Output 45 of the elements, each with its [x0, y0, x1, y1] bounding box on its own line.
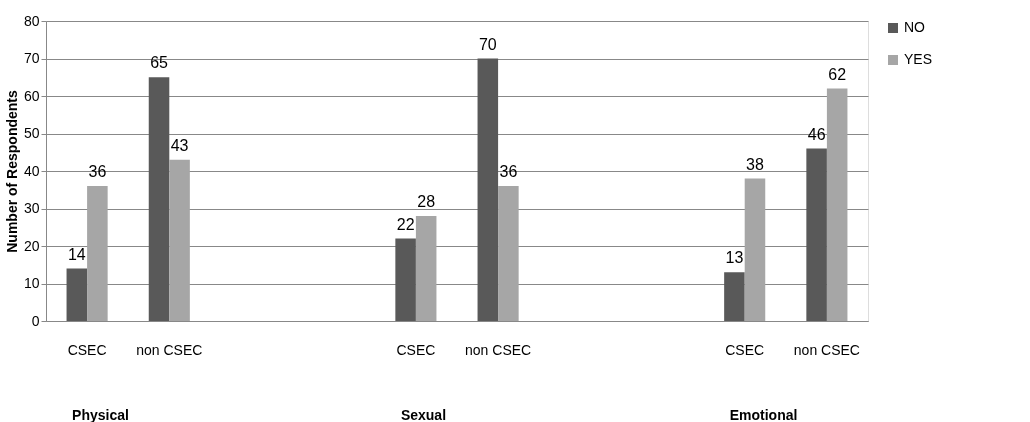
- x-tick-label: CSEC: [725, 341, 765, 358]
- data-label: 70: [478, 35, 497, 53]
- data-label: 38: [746, 155, 764, 173]
- y-tick-label: 0: [31, 312, 40, 329]
- y-tick-label: 60: [23, 87, 40, 104]
- text: Physical: [72, 407, 129, 422]
- x-tick-label: non CSEC: [465, 341, 532, 358]
- bar: [724, 272, 745, 321]
- y-axis-title: Number of Respondents: [3, 90, 20, 253]
- text: Emotional: [729, 407, 798, 422]
- data-label: 46: [807, 125, 826, 143]
- bar: [477, 58, 499, 321]
- data-label: 14: [67, 245, 86, 263]
- bar: [806, 148, 827, 321]
- legend-label: YES: [904, 51, 933, 67]
- x-tick-label: CSEC: [67, 341, 107, 358]
- data-label: 43: [170, 136, 189, 154]
- y-tick-label: 10: [23, 275, 40, 291]
- bar: [87, 186, 108, 321]
- bar: [744, 178, 766, 321]
- y-tick-label: 50: [23, 125, 40, 141]
- bar: [395, 238, 416, 321]
- y-tick-label: 70: [23, 50, 40, 66]
- y-tick-label: 30: [23, 200, 40, 216]
- y-tick-label: 20: [23, 237, 40, 254]
- bar: [66, 268, 88, 321]
- data-label: 65: [150, 54, 169, 72]
- text: Sexual: [400, 407, 447, 422]
- bar: [415, 216, 437, 321]
- y-tick-label: 40: [23, 162, 40, 179]
- y-tick-label: 80: [23, 12, 40, 29]
- bar: [148, 77, 170, 321]
- data-label: 22: [396, 215, 415, 233]
- bar: [498, 186, 519, 321]
- x-tick-label: non CSEC: [136, 341, 203, 358]
- bar: [826, 88, 848, 321]
- data-label: 13: [725, 249, 744, 267]
- x-tick-label: CSEC: [396, 341, 436, 358]
- legend-label: NO: [904, 19, 926, 35]
- data-label: 36: [499, 163, 518, 180]
- data-label: 28: [417, 193, 436, 210]
- x-tick-label: non CSEC: [793, 341, 860, 358]
- data-label: 62: [828, 65, 847, 83]
- data-label: 36: [88, 163, 107, 180]
- bar: [169, 159, 190, 321]
